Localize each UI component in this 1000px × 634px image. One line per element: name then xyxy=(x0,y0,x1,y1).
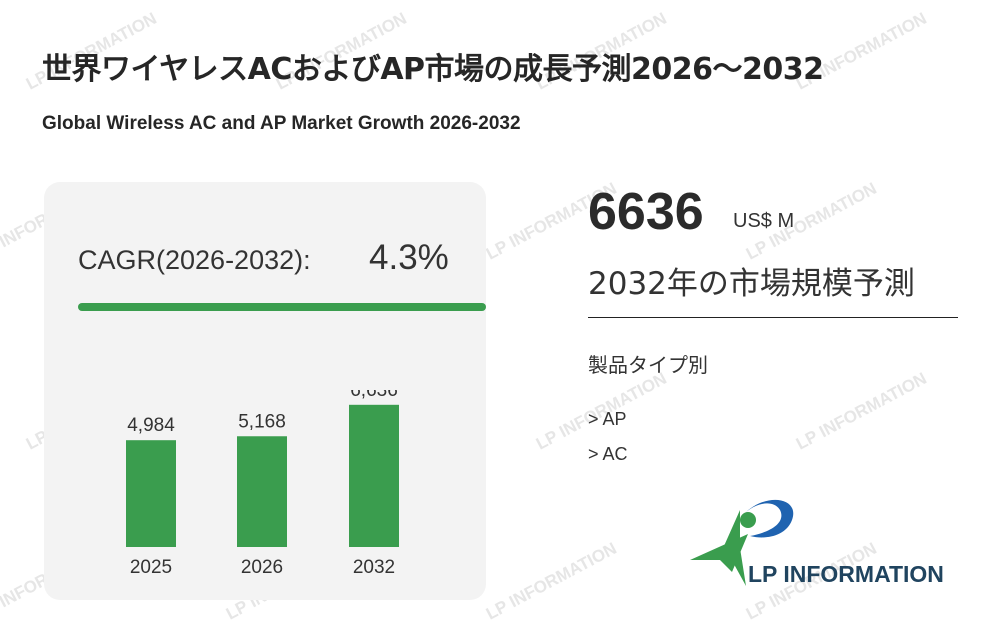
cagr-label: CAGR(2026-2032): xyxy=(78,245,311,275)
segment-title: 製品タイプ別 xyxy=(588,353,708,377)
logo-text: LP INFORMATION xyxy=(748,561,944,587)
bar-value-label: 6,636 xyxy=(350,390,398,401)
watermark-text: LP INFORMATION xyxy=(483,539,620,624)
bar-2032 xyxy=(349,404,399,547)
logo-person-body xyxy=(724,510,746,586)
lp-information-logo: LP INFORMATION xyxy=(690,499,944,587)
logo-arc-blue xyxy=(746,499,794,538)
bar-chart: 4,984 2025 5,168 2026 6,636 2032 xyxy=(126,390,399,578)
forecast-unit: US$ M xyxy=(733,210,795,232)
x-tick-label: 2032 xyxy=(353,557,395,578)
segment-item-ap[interactable]: > AP xyxy=(588,409,627,429)
cagr-value: 4.3% xyxy=(369,238,449,277)
bar-value-label: 5,168 xyxy=(238,411,286,432)
watermark-text: LP INFORMATION xyxy=(793,369,930,454)
forecast-value: 6636 xyxy=(588,183,704,241)
page-subtitle: Global Wireless AC and AP Market Growth … xyxy=(42,113,521,134)
page-title: 世界ワイヤレスACおよびAP市場の成長予測2026～2032 xyxy=(42,52,824,87)
logo-head xyxy=(740,512,756,528)
cagr-divider xyxy=(78,303,486,311)
bar-2026 xyxy=(237,436,287,547)
x-tick-label: 2026 xyxy=(241,557,283,578)
bar-value-label: 4,984 xyxy=(127,415,175,436)
x-tick-label: 2025 xyxy=(130,557,172,578)
divider xyxy=(588,317,958,318)
forecast-label: 2032年の市場規模予測 xyxy=(588,266,915,302)
segment-item-ac[interactable]: > AC xyxy=(588,444,628,464)
bar-2025 xyxy=(126,440,176,547)
